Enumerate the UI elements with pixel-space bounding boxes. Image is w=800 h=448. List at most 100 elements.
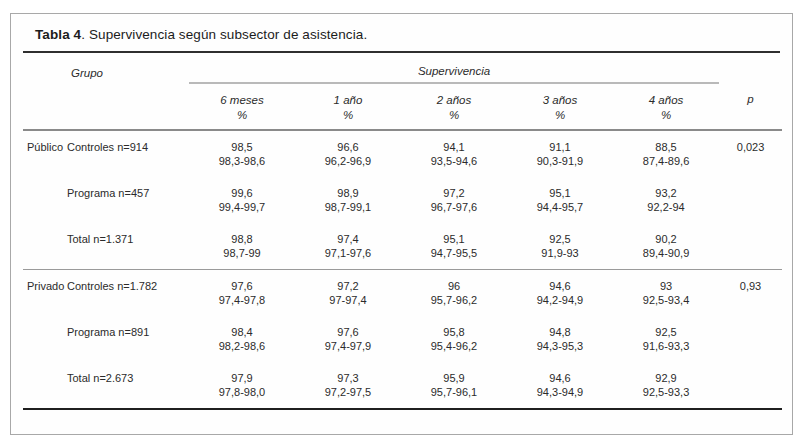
- confidence-interval: 90,3-91,9: [507, 154, 613, 169]
- p-value: [719, 362, 782, 409]
- survival-percent: 98,9: [295, 186, 401, 200]
- table-header: Grupo Supervivencia 6 meses% 1 año% 2 añ…: [23, 53, 782, 130]
- sector-label: [23, 177, 67, 223]
- header-spacer: [23, 53, 67, 83]
- survival-percent: 95,8: [401, 325, 507, 339]
- column-label: 1 año: [295, 93, 401, 108]
- table-panel: Tabla 4. Supervivencia según subsector d…: [10, 13, 793, 435]
- confidence-interval: 98,7-99,1: [295, 200, 401, 215]
- header-spacer-p: [719, 53, 782, 83]
- header-col-p: p: [719, 83, 782, 130]
- survival-cell: 94,694,3-94,9: [507, 362, 613, 409]
- survival-cell: 98,598,3-98,6: [189, 130, 295, 177]
- confidence-interval: 89,4-90,9: [613, 246, 719, 261]
- header-spacer: [23, 83, 67, 130]
- table-number: Tabla 4: [35, 27, 81, 42]
- survival-percent: 92,5: [613, 325, 719, 339]
- header-col-6meses: 6 meses%: [189, 83, 295, 130]
- confidence-interval: 97,4-97,8: [189, 293, 295, 308]
- header-grupo: Grupo: [67, 53, 189, 83]
- header-col-3anos: 3 años%: [507, 83, 613, 130]
- survival-percent: 97,6: [189, 279, 295, 293]
- confidence-interval: 94,2-94,9: [507, 293, 613, 308]
- header-spacer: [67, 83, 189, 130]
- table-row: PúblicoControles n=91498,598,3-98,696,69…: [23, 130, 782, 177]
- header-col-1ano: 1 año%: [295, 83, 401, 130]
- table-row: PrivadoControles n=1.78297,697,4-97,897,…: [23, 270, 782, 317]
- confidence-interval: 98,3-98,6: [189, 154, 295, 169]
- survival-percent: 94,6: [507, 371, 613, 385]
- survival-percent: 92,5: [507, 232, 613, 246]
- survival-percent: 90,2: [613, 232, 719, 246]
- table-title: Tabla 4. Supervivencia según subsector d…: [11, 14, 792, 51]
- survival-percent: 97,9: [189, 371, 295, 385]
- p-value: [719, 316, 782, 362]
- group-label: Programa n=891: [67, 316, 189, 362]
- confidence-interval: 98,2-98,6: [189, 339, 295, 354]
- confidence-interval: 97,2-97,5: [295, 385, 401, 400]
- confidence-interval: 93,5-94,6: [401, 154, 507, 169]
- survival-cell: 93,292,2-94: [613, 177, 719, 223]
- survival-percent: 95,1: [507, 186, 613, 200]
- survival-cell: 97,697,4-97,9: [295, 316, 401, 362]
- confidence-interval: 94,4-95,7: [507, 200, 613, 215]
- survival-percent: 98,4: [189, 325, 295, 339]
- survival-cell: 95,194,4-95,7: [507, 177, 613, 223]
- survival-percent: 98,5: [189, 140, 295, 154]
- survival-percent: 97,6: [295, 325, 401, 339]
- sector-label: Privado: [23, 270, 67, 317]
- survival-percent: 94,8: [507, 325, 613, 339]
- group-label: Total n=2.673: [67, 362, 189, 409]
- sector-label: Público: [23, 130, 67, 177]
- survival-percent: 88,5: [613, 140, 719, 154]
- confidence-interval: 97,4-97,9: [295, 339, 401, 354]
- confidence-interval: 95,4-96,2: [401, 339, 507, 354]
- survival-cell: 97,697,4-97,8: [189, 270, 295, 317]
- survival-cell: 95,995,7-96,1: [401, 362, 507, 409]
- group-label: Controles n=1.782: [67, 270, 189, 317]
- p-value: [719, 177, 782, 223]
- survival-cell: 94,894,3-95,3: [507, 316, 613, 362]
- survival-percent: 94,6: [507, 279, 613, 293]
- survival-percent: 91,1: [507, 140, 613, 154]
- survival-percent: 97,4: [295, 232, 401, 246]
- column-unit: %: [613, 108, 719, 123]
- survival-percent: 96,6: [295, 140, 401, 154]
- survival-percent: 97,2: [295, 279, 401, 293]
- confidence-interval: 95,7-96,1: [401, 385, 507, 400]
- survival-cell: 95,895,4-96,2: [401, 316, 507, 362]
- header-row-columns: 6 meses% 1 año% 2 años% 3 años% 4 años% …: [23, 83, 782, 130]
- column-label: 2 años: [401, 93, 507, 108]
- survival-cell: 9392,5-93,4: [613, 270, 719, 317]
- confidence-interval: 92,5-93,3: [613, 385, 719, 400]
- confidence-interval: 94,3-95,3: [507, 339, 613, 354]
- survival-cell: 9695,7-96,2: [401, 270, 507, 317]
- survival-cell: 97,297-97,4: [295, 270, 401, 317]
- column-label: 4 años: [613, 93, 719, 108]
- group-label: Controles n=914: [67, 130, 189, 177]
- confidence-interval: 92,5-93,4: [613, 293, 719, 308]
- survival-percent: 98,8: [189, 232, 295, 246]
- column-unit: %: [401, 108, 507, 123]
- survival-cell: 95,194,7-95,5: [401, 223, 507, 270]
- survival-percent: 97,3: [295, 371, 401, 385]
- survival-cell: 98,498,2-98,6: [189, 316, 295, 362]
- survival-percent: 95,9: [401, 371, 507, 385]
- group-label: Total n=1.371: [67, 223, 189, 270]
- p-value: 0,023: [719, 130, 782, 177]
- confidence-interval: 97,8-98,0: [189, 385, 295, 400]
- survival-cell: 94,193,5-94,6: [401, 130, 507, 177]
- survival-cell: 92,591,6-93,3: [613, 316, 719, 362]
- survival-cell: 90,289,4-90,9: [613, 223, 719, 270]
- p-value: 0,93: [719, 270, 782, 317]
- survival-table: Grupo Supervivencia 6 meses% 1 año% 2 añ…: [23, 53, 782, 410]
- header-col-2anos: 2 años%: [401, 83, 507, 130]
- table-row: Programa n=89198,498,2-98,697,697,4-97,9…: [23, 316, 782, 362]
- table-row: Total n=1.37198,898,7-9997,497,1-97,695,…: [23, 223, 782, 270]
- p-value: [719, 223, 782, 270]
- confidence-interval: 96,7-97,6: [401, 200, 507, 215]
- survival-cell: 97,997,8-98,0: [189, 362, 295, 409]
- header-col-4anos: 4 años%: [613, 83, 719, 130]
- confidence-interval: 92,2-94: [613, 200, 719, 215]
- survival-cell: 98,898,7-99: [189, 223, 295, 270]
